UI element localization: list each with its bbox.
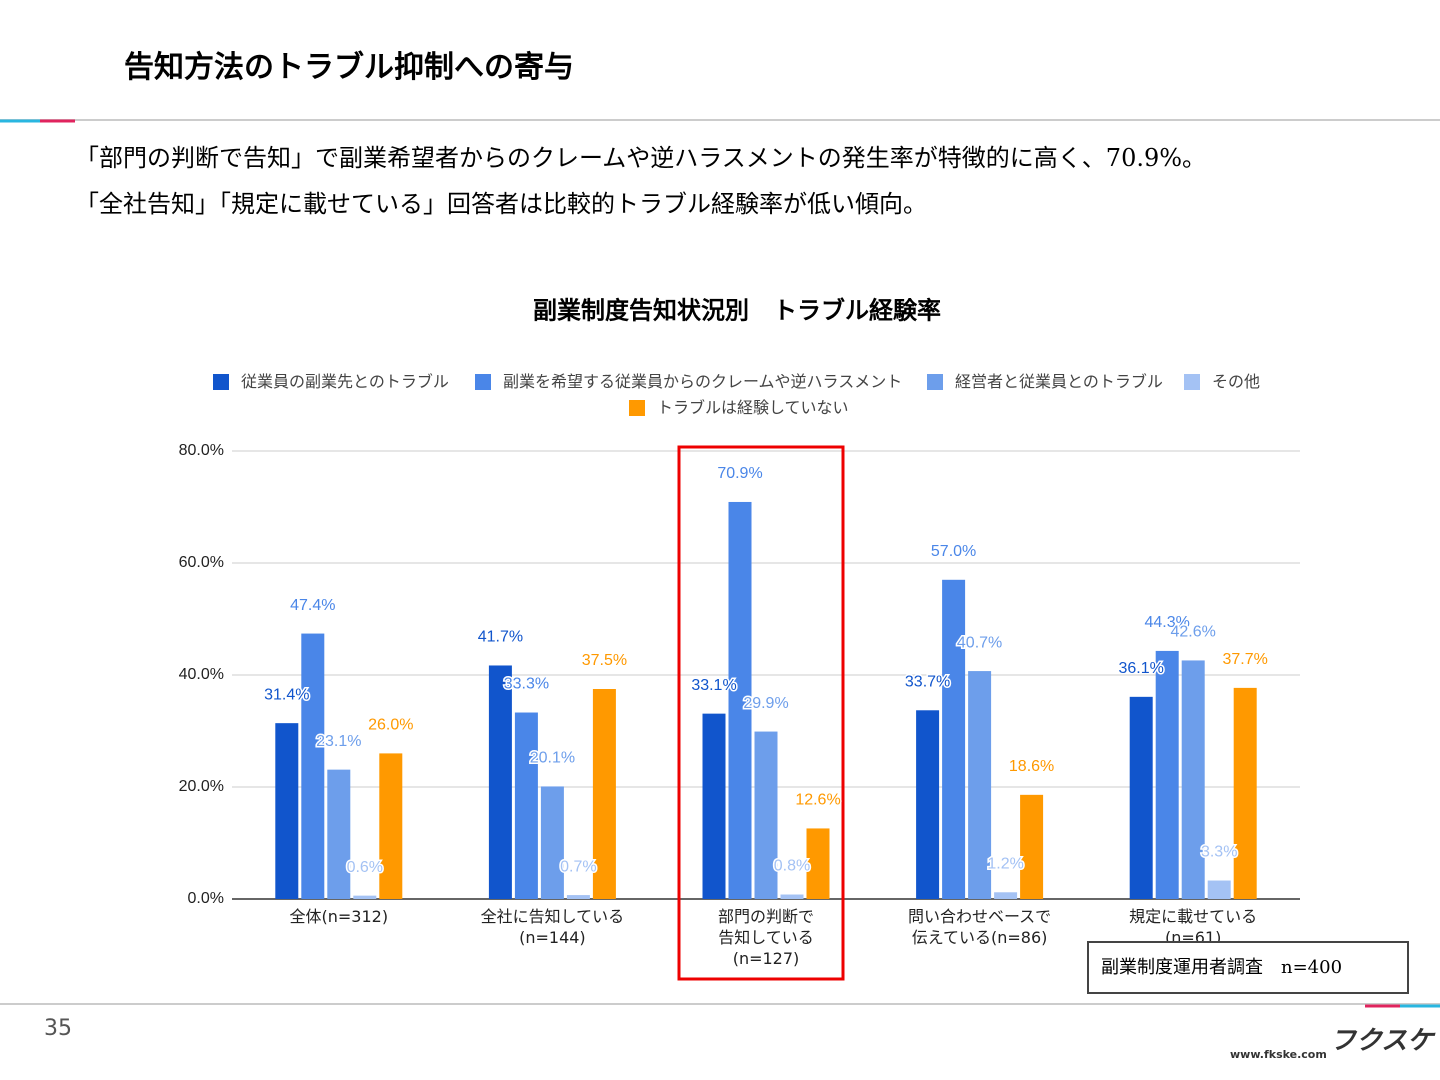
- value-label: 12.6%: [795, 792, 840, 809]
- value-label: 3.3%: [1201, 844, 1237, 861]
- value-label: 37.5%: [582, 652, 627, 669]
- value-label: 0.8%: [774, 858, 810, 875]
- value-label: 18.6%: [1009, 758, 1054, 775]
- value-label: 23.1%: [316, 733, 361, 750]
- bar: [754, 731, 778, 899]
- bar: [1129, 696, 1153, 899]
- bar: [540, 786, 564, 899]
- legend-label: 経営者と従業員とのトラブル: [955, 372, 1163, 391]
- value-label: 41.7%: [478, 629, 523, 646]
- description-line: 「全社告知」「規定に載せている」回答者は比較的トラブル経験率が低い傾向。: [75, 190, 927, 218]
- value-label: 36.1%: [1119, 660, 1164, 677]
- bar: [806, 828, 830, 899]
- slide-title: 告知方法のトラブル抑制への寄与: [124, 50, 574, 85]
- legend-swatch: [629, 400, 645, 416]
- legend-label: 従業員の副業先とのトラブル: [241, 372, 449, 391]
- highlight-box: [677, 445, 845, 981]
- x-tick-label: 全体(n=312): [289, 907, 389, 926]
- bar: [353, 895, 377, 899]
- bar: [780, 894, 804, 899]
- y-tick-label: 20.0%: [179, 778, 224, 795]
- bar: [994, 892, 1018, 899]
- bar: [1155, 650, 1179, 899]
- value-label: 1.2%: [987, 855, 1023, 872]
- bar: [514, 712, 538, 899]
- value-label: 37.7%: [1223, 651, 1268, 668]
- legend-swatch: [927, 374, 943, 390]
- x-tick-label: 全社に告知している (n=144): [480, 907, 625, 947]
- y-tick-label: 0.0%: [188, 890, 224, 907]
- page-number: 35: [44, 1016, 72, 1041]
- bar: [379, 753, 403, 899]
- legend-label: トラブルは経験していない: [657, 398, 849, 417]
- bar: [702, 713, 726, 899]
- value-label: 29.9%: [743, 695, 788, 712]
- value-label: 70.9%: [717, 465, 762, 482]
- bar: [942, 579, 966, 899]
- bar: [301, 633, 325, 899]
- y-tick-label: 60.0%: [179, 554, 224, 571]
- bar: [1207, 880, 1231, 899]
- chart-title: 副業制度告知状況別 トラブル経験率: [533, 296, 941, 325]
- bar: [968, 671, 992, 899]
- value-label: 33.7%: [905, 673, 950, 690]
- bar: [488, 665, 512, 899]
- value-label: 33.3%: [504, 676, 549, 693]
- value-label: 47.4%: [290, 597, 335, 614]
- bar: [592, 689, 616, 899]
- value-label: 20.1%: [530, 750, 575, 767]
- bar: [327, 769, 351, 899]
- value-label: 57.0%: [931, 543, 976, 560]
- legend-swatch: [213, 374, 229, 390]
- value-label: 40.7%: [957, 634, 1002, 651]
- value-label: 42.6%: [1171, 624, 1216, 641]
- legend-label: 副業を希望する従業員からのクレームや逆ハラスメント: [503, 373, 902, 391]
- value-label: 44.3%: [1145, 614, 1190, 631]
- value-label: 31.4%: [264, 686, 309, 703]
- bar: [275, 723, 299, 899]
- bar: [1181, 660, 1205, 899]
- x-tick-label: 部門の判断で 告知している (n=127): [717, 907, 814, 968]
- value-label: 0.7%: [560, 858, 596, 875]
- x-tick-label: 問い合わせベースで 伝えている(n=86): [907, 907, 1052, 947]
- value-label: 33.1%: [691, 677, 736, 694]
- value-label: 0.6%: [347, 859, 383, 876]
- logo: フクスケ: [1330, 1026, 1434, 1056]
- legend-swatch: [1184, 374, 1200, 390]
- footer-url: www.fkske.com: [1230, 1048, 1327, 1061]
- bar: [1233, 687, 1257, 899]
- legend-label: その他: [1212, 373, 1260, 391]
- value-label: 26.0%: [368, 717, 413, 734]
- source-note: 副業制度運用者調査 n=400: [1087, 941, 1409, 994]
- bar: [566, 895, 590, 899]
- bar: [728, 501, 752, 899]
- legend-swatch: [475, 374, 491, 390]
- description-line: 「部門の判断で告知」で副業希望者からのクレームや逆ハラスメントの発生率が特徴的に…: [75, 144, 1207, 172]
- y-tick-label: 80.0%: [179, 442, 224, 459]
- y-tick-label: 40.0%: [179, 666, 224, 683]
- bar: [1020, 794, 1044, 899]
- bar: [916, 710, 940, 899]
